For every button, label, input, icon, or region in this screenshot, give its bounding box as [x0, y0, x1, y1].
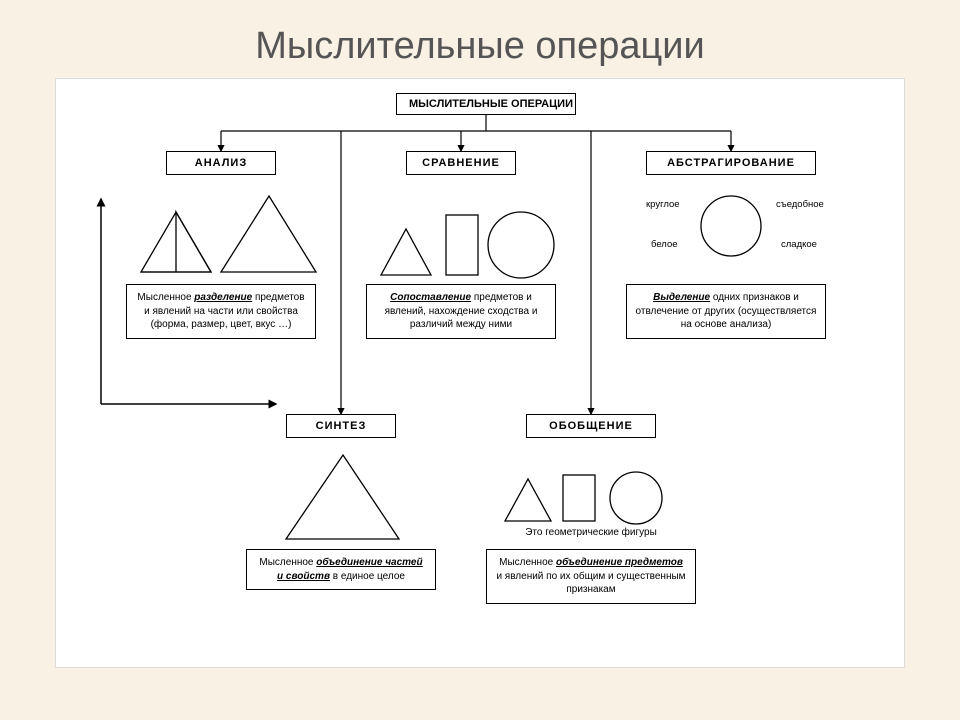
abs-label-br: сладкое [781, 239, 817, 250]
shapes-abstraction [696, 191, 766, 261]
abs-label-tr: съедобное [776, 199, 824, 210]
root-box: МЫСЛИТЕЛЬНЫЕ ОПЕРАЦИИ [396, 93, 576, 115]
op-generalization: ОБОБЩЕНИЕ [526, 414, 656, 438]
desc-synthesis: Мысленное объединение частей и свойств в… [246, 549, 436, 590]
op-synthesis: СИНТЕЗ [286, 414, 396, 438]
desc-analysis: Мысленное разделение предметов и явлений… [126, 284, 316, 339]
abs-label-bl: белое [651, 239, 678, 250]
slide-title: Мыслительные операции [0, 0, 960, 78]
shapes-analysis [141, 194, 321, 279]
generalization-note: Это геометрические фигуры [496, 527, 686, 538]
desc-comparison: Сопоставление предметов и явлений, нахож… [366, 284, 556, 339]
op-comparison: СРАВНЕНИЕ [406, 151, 516, 175]
desc-abstraction: Выделение одних признаков и отвлечение о… [626, 284, 826, 339]
shapes-generalization [501, 465, 686, 527]
shapes-synthesis [281, 451, 406, 543]
op-abstraction: АБСТРАГИРОВАНИЕ [646, 151, 816, 175]
desc-generalization: Мысленное объединение предметов и явлени… [486, 549, 696, 604]
diagram-area: МЫСЛИТЕЛЬНЫЕ ОПЕРАЦИИ АНАЛИЗ СРАВНЕНИЕ А… [55, 78, 905, 668]
abs-label-tl: круглое [646, 199, 680, 210]
op-analysis: АНАЛИЗ [166, 151, 276, 175]
shapes-comparison [376, 197, 566, 279]
